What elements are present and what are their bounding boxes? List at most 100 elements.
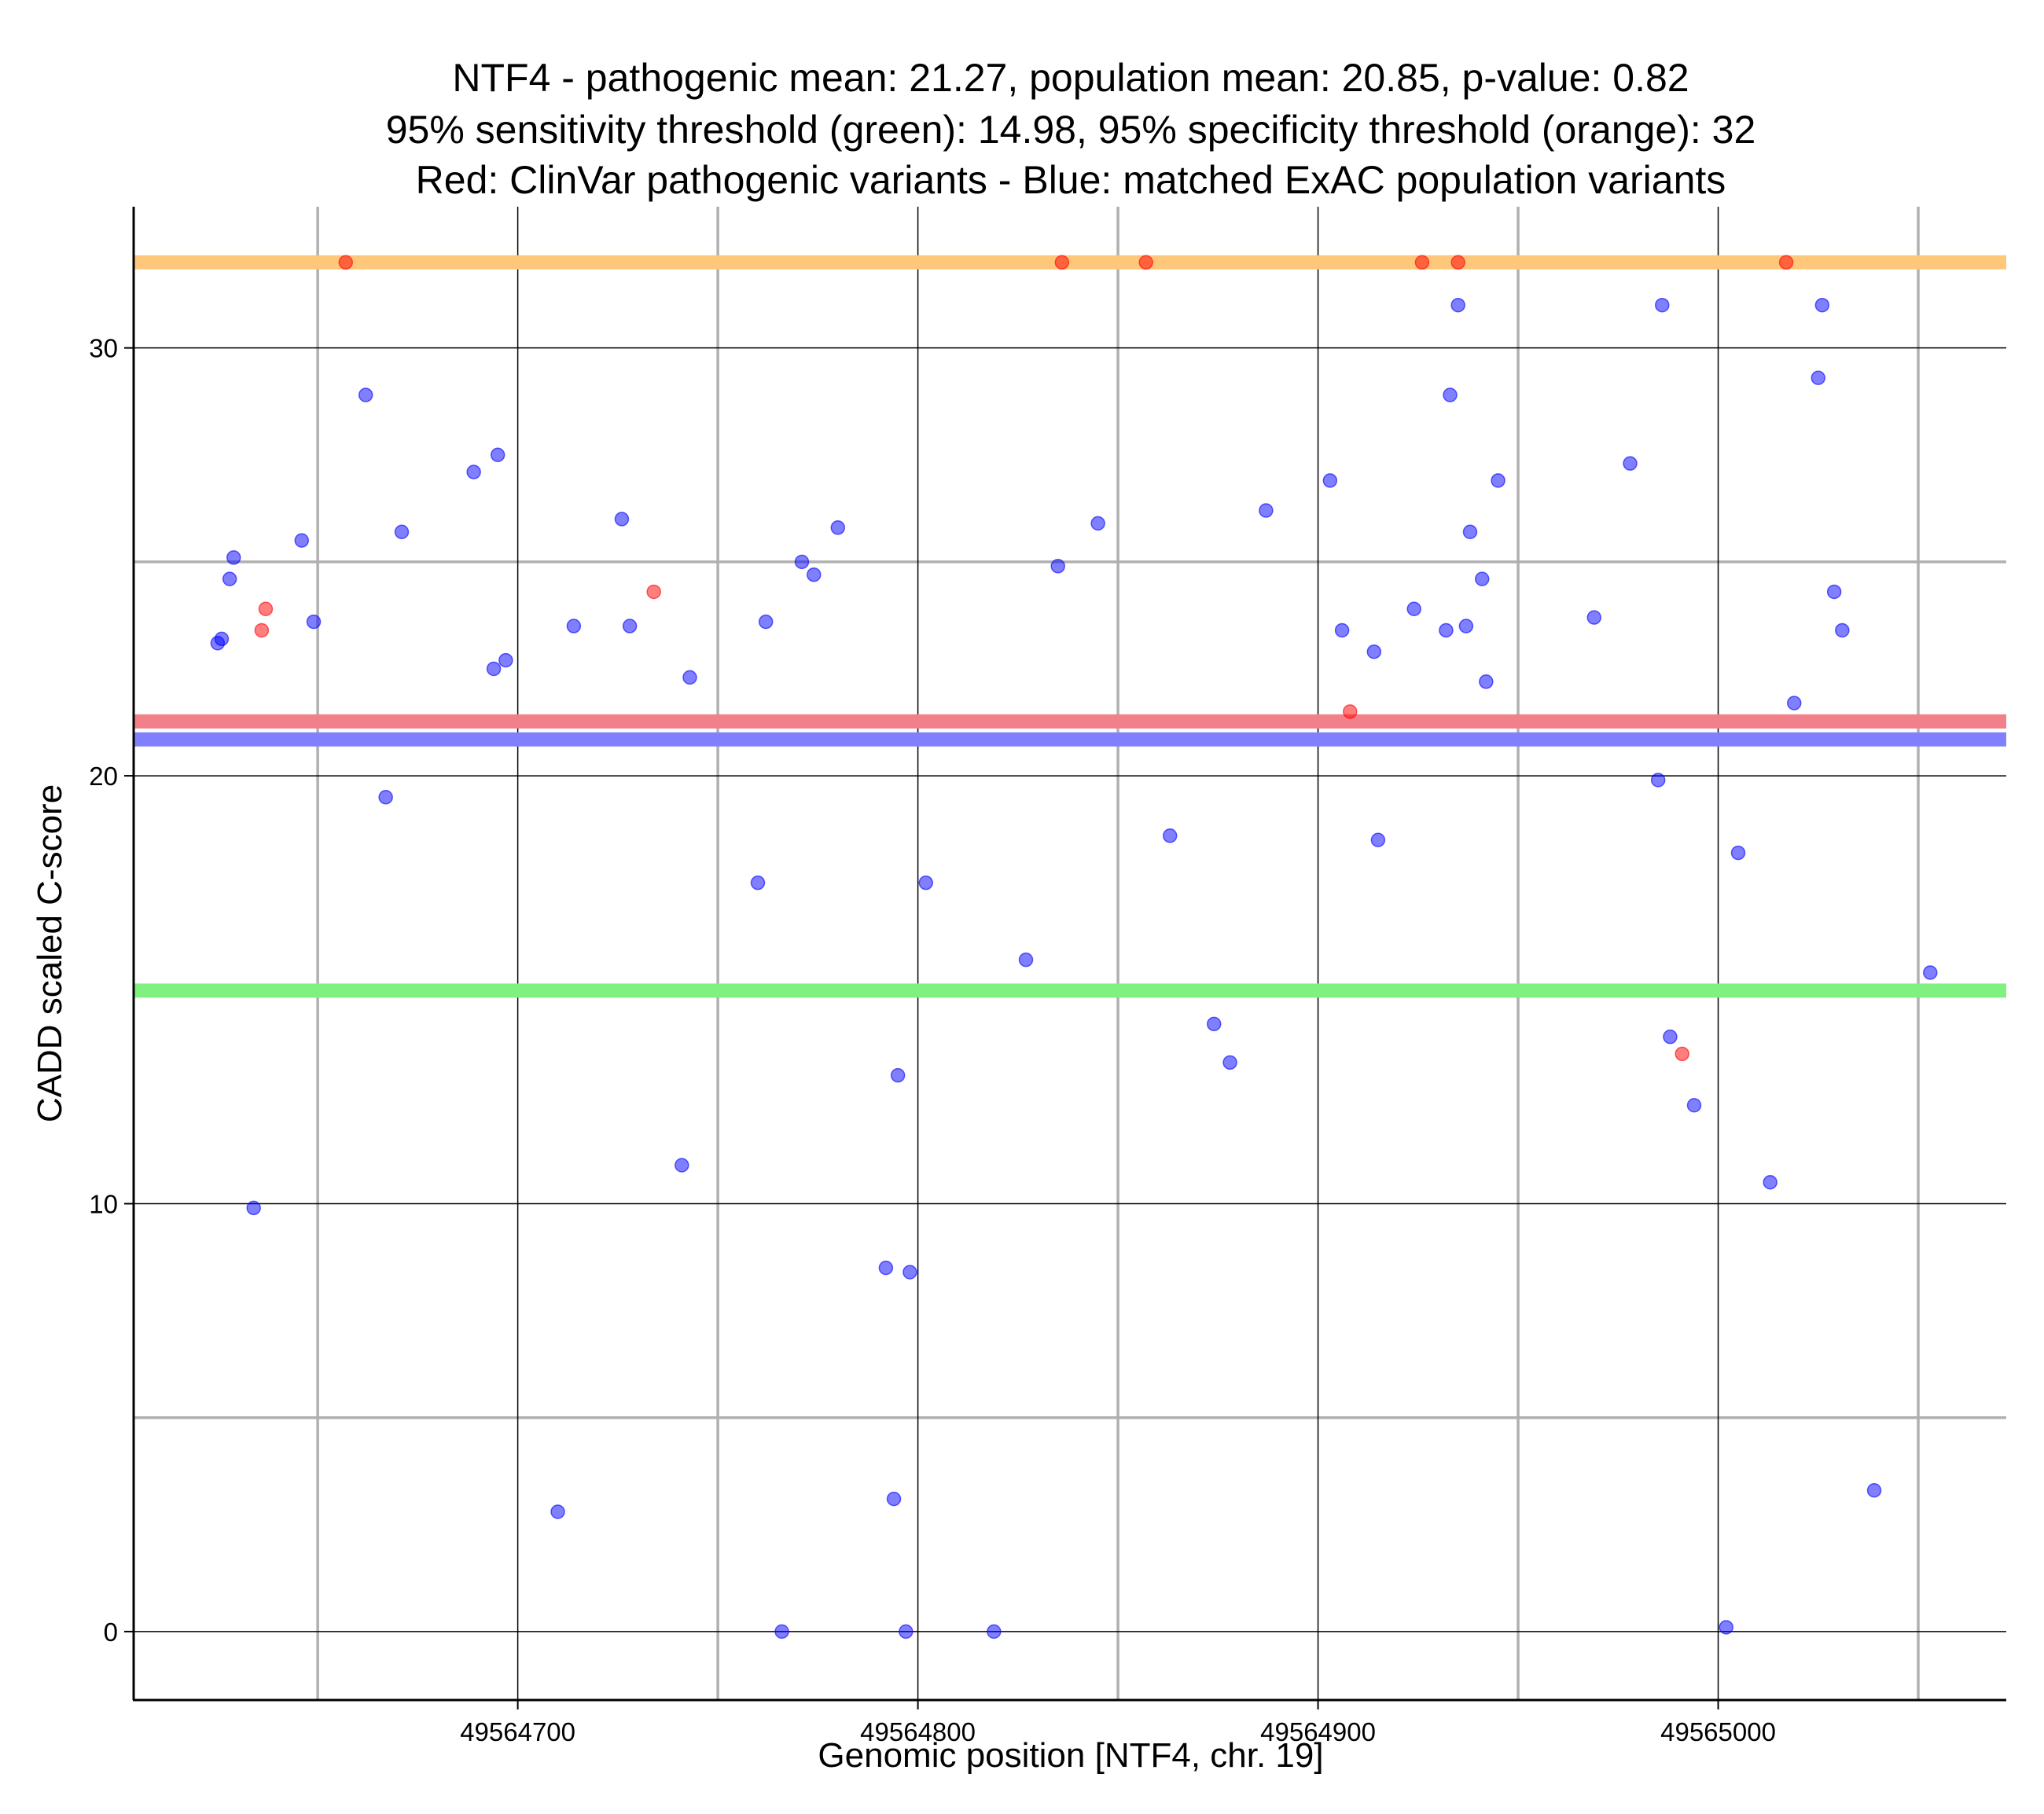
population-variant-point [306, 614, 322, 630]
population-variant-point [1786, 696, 1802, 711]
population-variant-point [774, 1624, 789, 1640]
population-variant-point [466, 465, 481, 479]
population-variant-point [1586, 610, 1602, 625]
x-tick-label: 49564800 [860, 1717, 976, 1746]
population-variant-point [1866, 1482, 1882, 1498]
population-variant-point [794, 554, 810, 570]
population-variant-point [1650, 773, 1666, 788]
population-variant-point [1366, 644, 1382, 659]
population-variant-point [1814, 297, 1830, 313]
x-tick-labels: 49564700 49564800 49564900 49565000 [460, 1700, 1776, 1746]
population-variant-point [750, 875, 766, 890]
population-variant-point [1835, 622, 1850, 638]
population-variant-point [1322, 473, 1338, 488]
population-variant-point [903, 1265, 917, 1280]
population-variant-point [899, 1624, 914, 1640]
population-variant-point [1406, 601, 1421, 616]
population-variant-point [987, 1624, 1002, 1640]
population-variant-point [566, 619, 582, 633]
population-variant-point [614, 512, 630, 527]
pathogenic-variant-point [338, 255, 354, 270]
population-variant-point [1458, 619, 1474, 633]
population-variant-point [1763, 1175, 1777, 1190]
population-variant-point [1443, 387, 1458, 402]
pathogenic-variant-point [646, 584, 661, 600]
population-variant-point [1259, 503, 1274, 518]
population-variant-point [394, 524, 410, 540]
population-variant-point [890, 1067, 906, 1083]
pathogenic-variant-point [1343, 704, 1358, 719]
population-variant-point [222, 571, 237, 586]
pathogenic-variant-point [1138, 255, 1153, 270]
pathogenic-variant-point [1778, 255, 1794, 270]
population-variant-point [675, 1158, 689, 1173]
data-points [210, 255, 1938, 1640]
reference-lines [134, 255, 2006, 998]
population-variant-point [807, 567, 822, 582]
population-variant-point [214, 631, 230, 647]
chart-title: NTF4 - pathogenic mean: 21.27, populatio… [386, 56, 1756, 202]
population-variant-point [1730, 845, 1746, 861]
population-variant-point [1719, 1620, 1733, 1635]
axes [132, 207, 2006, 1702]
minor-gridlines [134, 207, 2006, 1700]
population-variant-point [878, 1260, 894, 1276]
x-axis-title: Genomic position [NTF4, chr. 19] [818, 1736, 1323, 1775]
y-tick-label: 0 [104, 1618, 118, 1647]
population-variant-point [550, 1504, 565, 1519]
population-variant-point [226, 550, 241, 565]
population-variant-point [758, 614, 774, 630]
x-tick-label: 49564700 [460, 1717, 575, 1746]
population-variant-point [1923, 965, 1938, 980]
population-variant-point [486, 661, 502, 677]
population-variant-point [1623, 456, 1638, 471]
population-variant-point [682, 670, 697, 685]
title-line-3: Red: ClinVar pathogenic variants - Blue:… [416, 158, 1726, 202]
population-variant-point [1462, 524, 1478, 540]
population-variant-point [1222, 1055, 1237, 1070]
population-variant-point [1090, 516, 1105, 531]
population-variant-point [1663, 1029, 1678, 1045]
population-variant-point [1811, 370, 1826, 386]
population-variant-point [1162, 828, 1178, 843]
y-axis-title: CADD scaled C-score [31, 784, 69, 1122]
pathogenic-variant-point [254, 622, 270, 638]
population-variant-point [830, 520, 846, 535]
population-variant-point [246, 1200, 261, 1216]
population-variant-point [622, 619, 638, 633]
population-variant-point [1479, 674, 1494, 689]
y-tick-labels: 0 10 20 30 [89, 334, 134, 1647]
y-tick-label: 30 [89, 334, 118, 363]
y-tick-label: 10 [89, 1189, 118, 1218]
population-variant-point [1050, 559, 1065, 574]
pathogenic-variant-point [1450, 255, 1465, 270]
population-variant-point [498, 652, 513, 668]
title-line-1: NTF4 - pathogenic mean: 21.27, populatio… [452, 56, 1689, 100]
population-variant-point [358, 387, 373, 402]
population-variant-point [378, 790, 393, 805]
pathogenic-variant-point [1054, 255, 1070, 270]
population-variant-point [886, 1491, 902, 1507]
major-gridlines [134, 207, 2006, 1700]
pathogenic-variant-point [258, 601, 274, 616]
population-variant-point [490, 447, 505, 463]
y-tick-label: 20 [89, 762, 118, 791]
pathogenic-variant-point [1675, 1046, 1689, 1062]
population-variant-point [1655, 297, 1670, 313]
population-variant-point [294, 533, 310, 548]
population-variant-point [1334, 622, 1350, 638]
x-tick-label: 49564900 [1260, 1717, 1376, 1746]
population-variant-point [1450, 297, 1465, 313]
population-variant-point [1206, 1016, 1222, 1032]
population-variant-point [1826, 584, 1842, 600]
population-variant-point [1439, 622, 1454, 638]
title-line-2: 95% sensitivity threshold (green): 14.98… [386, 108, 1756, 152]
x-tick-label: 49565000 [1660, 1717, 1776, 1746]
population-variant-point [1686, 1098, 1702, 1113]
pathogenic-variant-point [1414, 255, 1430, 270]
population-variant-point [1474, 571, 1490, 586]
population-variant-point [1018, 952, 1034, 968]
population-variant-point [1370, 832, 1386, 847]
population-variant-point [1491, 473, 1505, 488]
